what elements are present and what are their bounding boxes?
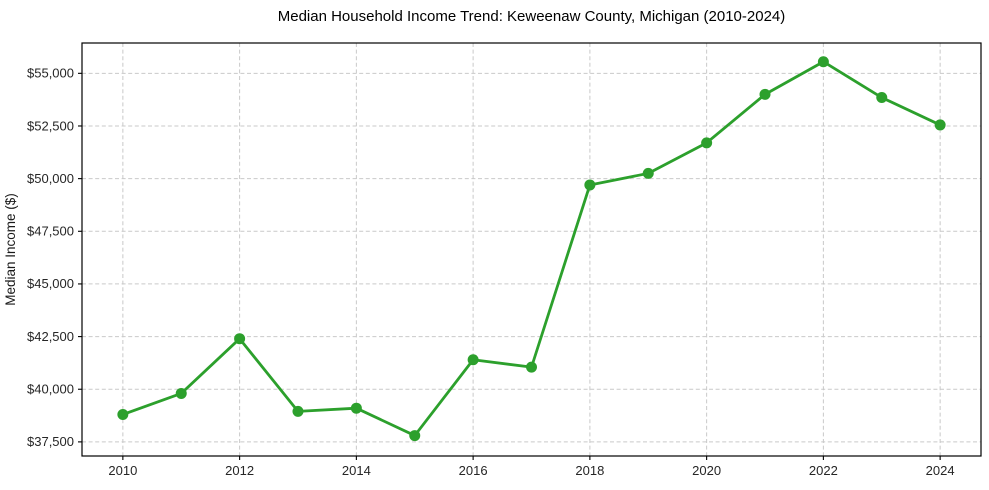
x-tick-label: 2018 [575,463,604,478]
y-tick-label: $50,000 [27,171,74,186]
data-point-marker [584,179,596,191]
x-tick-label: 2016 [459,463,488,478]
y-tick-label: $55,000 [27,66,74,81]
x-tick-label: 2014 [342,463,371,478]
data-line [121,60,942,437]
y-tick-label: $42,500 [27,329,74,344]
x-tick-label: 2010 [108,463,137,478]
y-axis-label: Median Income ($) [3,193,18,306]
data-point-marker [526,361,537,373]
x-tick-label: 2020 [692,463,721,478]
data-point-marker [175,387,187,399]
data-point-marker [642,167,654,179]
data-point-marker [292,405,304,417]
data-point-marker [759,88,771,100]
plot-border [81,42,982,457]
data-point-marker [934,119,946,131]
y-tick-label: $40,000 [27,382,74,397]
x-tick-label: 2012 [225,463,254,478]
x-tick-label: 2024 [926,463,955,478]
x-tick-label: 2022 [809,463,838,478]
data-point-marker [409,430,421,442]
data-point-marker [117,409,129,421]
data-point-marker [876,92,888,104]
data-point-marker [234,333,246,345]
data-point-marker [701,137,713,149]
y-tick-label: $52,500 [27,118,74,133]
y-tick-label: $45,000 [27,276,74,291]
data-point-marker [467,354,479,366]
chart-title: Median Household Income Trend: Keweenaw … [277,8,786,25]
y-tick-label: $47,500 [27,224,74,239]
data-point-marker [817,56,829,68]
data-point-marker [350,402,362,414]
y-tick-label: $37,500 [27,434,74,449]
